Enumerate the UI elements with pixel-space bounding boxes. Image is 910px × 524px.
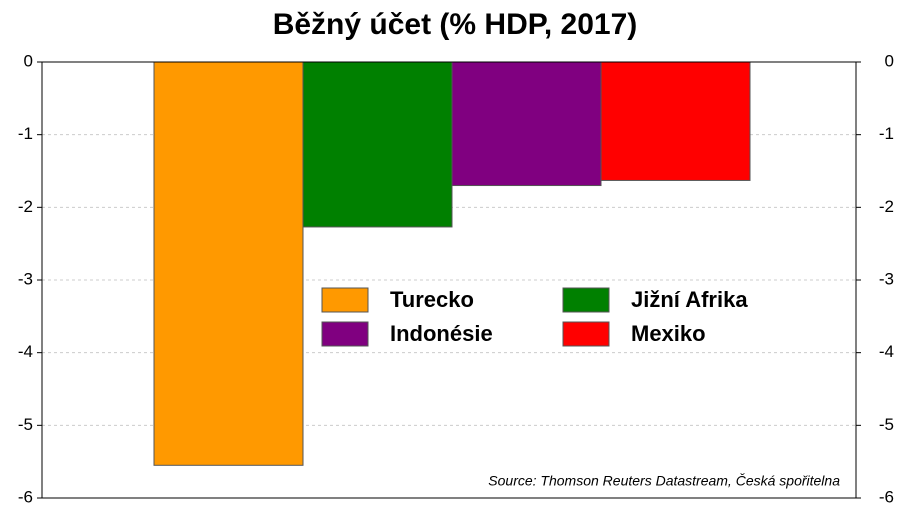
y-tick-label: -3 [18,269,33,288]
y2-tick-label: -4 [879,342,894,361]
y2-tick-label: -2 [879,197,894,216]
source-note: Source: Thomson Reuters Datastream, Česk… [488,473,840,489]
legend-label: Jižní Afrika [631,287,748,312]
legend-label: Indonésie [390,321,493,346]
legend-label: Turecko [390,287,474,312]
bar [451,61,602,187]
bar [153,61,304,466]
y-tick-label: 0 [24,51,33,70]
y-tick-label: -1 [18,124,33,143]
legend-swatch [562,321,610,347]
y-tick-label: -6 [18,487,33,506]
y-tick-label: -4 [18,342,33,361]
plot-frame [41,61,857,499]
y-tick-label: -2 [18,197,33,216]
y2-tick-label: -1 [879,124,894,143]
legend-swatch [321,321,369,347]
y2-tick-label: -5 [879,415,894,434]
y-tick-label: -5 [18,415,33,434]
chart-title: Běžný účet (% HDP, 2017) [273,8,638,41]
legend-swatch [562,287,610,313]
bar [302,61,453,228]
y2-tick-label: 0 [885,51,894,70]
y2-tick-label: -6 [879,487,894,506]
bar [600,61,751,181]
legend-label: Mexiko [631,321,706,346]
y2-tick-label: -3 [879,269,894,288]
legend-swatch [321,287,369,313]
